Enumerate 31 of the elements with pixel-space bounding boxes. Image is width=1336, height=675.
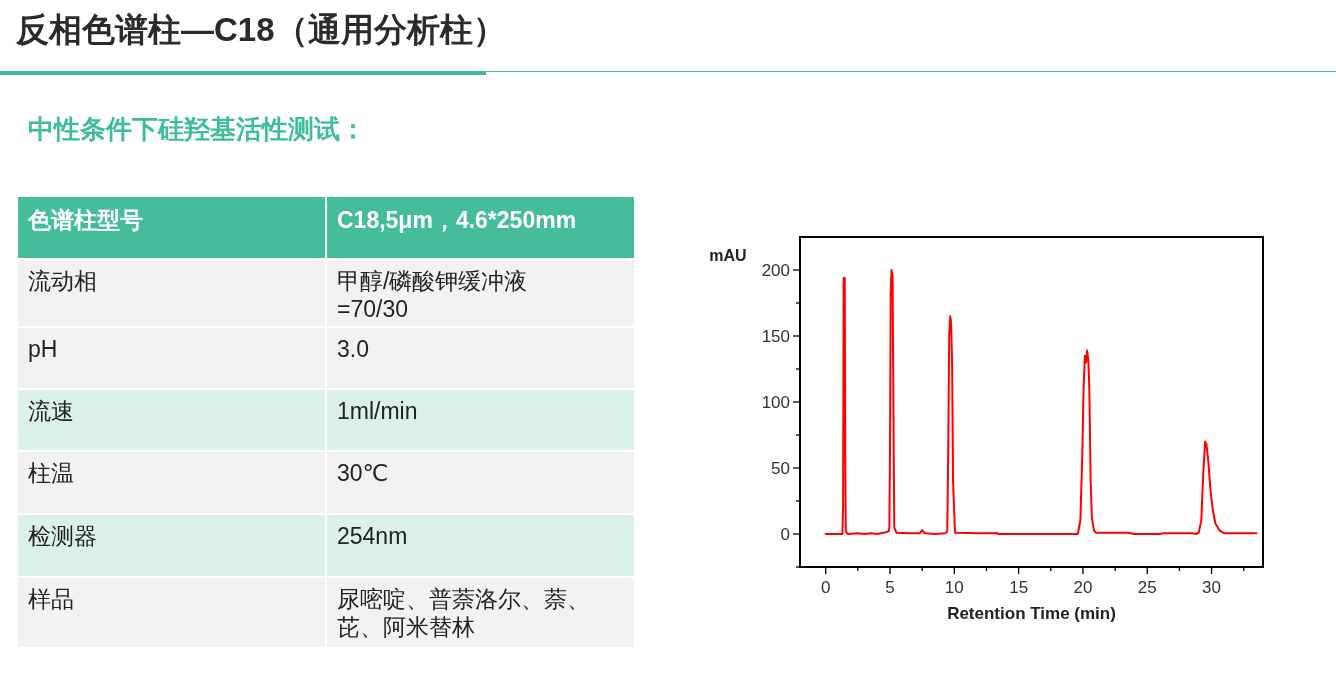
- line-series: [824, 269, 1258, 535]
- x-axis-title: Retention Time (min): [947, 604, 1116, 623]
- x-tick-label: 5: [885, 578, 895, 597]
- text: pH: [18, 328, 325, 388]
- y-tick-label: 200: [761, 261, 790, 280]
- x-tick-label: 0: [820, 578, 831, 597]
- text: 甲醇/磷酸钾缓冲液 =70/30: [327, 260, 634, 326]
- text: 30℃: [327, 452, 634, 513]
- y-tick-label: 50: [771, 459, 790, 478]
- x-tick-label: 20: [1073, 578, 1093, 597]
- text: 样品: [18, 578, 325, 647]
- y-tick-label: 0: [780, 525, 790, 544]
- text: 色谱柱型号: [18, 197, 325, 258]
- text: 流速: [18, 390, 325, 450]
- x-tick-label: 25: [1137, 578, 1157, 597]
- x-tick-label: 15: [1009, 578, 1029, 597]
- text: 反相色谱柱—C18（通用分析柱）: [16, 10, 506, 50]
- text: C18,5μm，4.6*250mm: [327, 197, 634, 258]
- y-tick-label: 100: [761, 393, 790, 412]
- x-tick-label: 10: [944, 578, 964, 597]
- text: 检测器: [18, 515, 325, 576]
- y-axis-title: mAU: [709, 247, 747, 264]
- text: 尿嘧啶、普萘洛尔、萘、芘、阿米替林: [327, 578, 634, 647]
- text: 254nm: [327, 515, 634, 576]
- text: 1ml/min: [327, 390, 634, 450]
- text: 中性条件下硅羟基活性测试：: [28, 113, 366, 146]
- text: 流动相: [18, 260, 325, 326]
- text: 柱温: [18, 452, 325, 513]
- y-tick-label: 150: [761, 327, 790, 346]
- x-tick-label: 30: [1202, 578, 1222, 597]
- text: 3.0: [327, 328, 634, 388]
